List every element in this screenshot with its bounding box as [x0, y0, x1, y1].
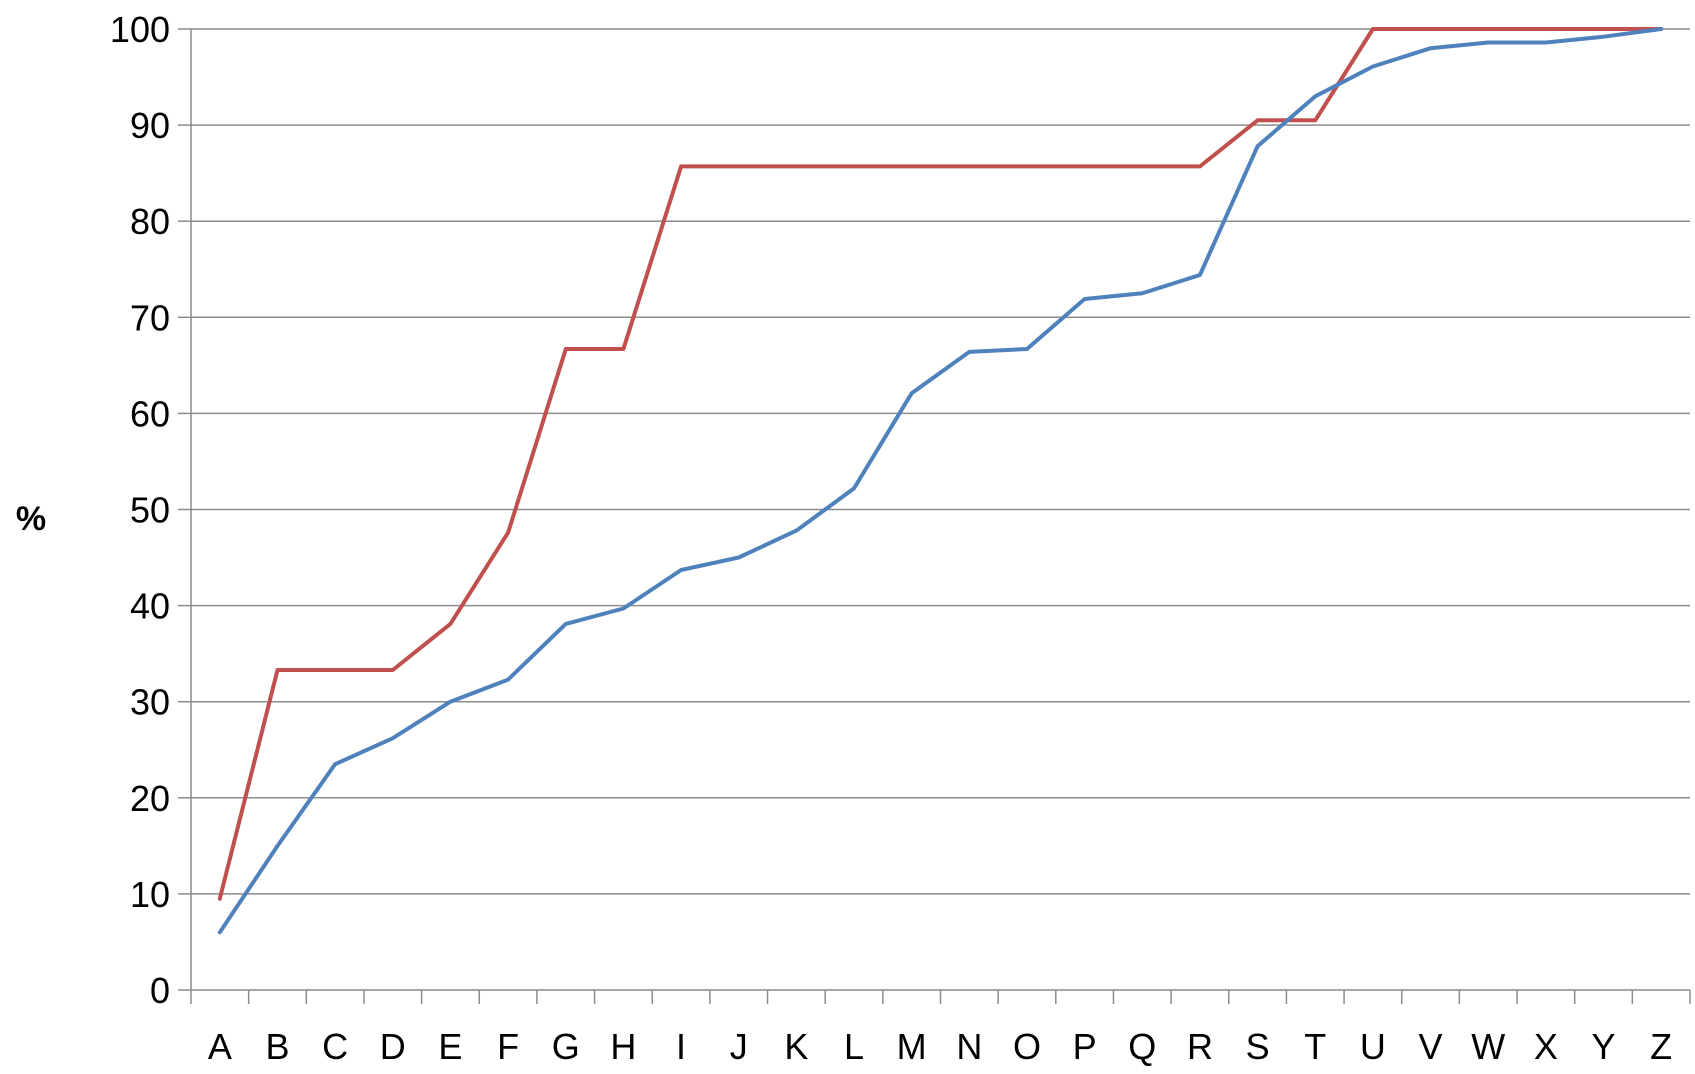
y-tick-label: 40 — [130, 586, 170, 627]
y-tick-label: 60 — [130, 393, 170, 434]
series-line-1 — [217, 27, 1664, 901]
series-line-2 — [217, 27, 1664, 935]
x-tick-label: T — [1304, 1026, 1326, 1067]
y-tick-labels: 0 10 20 30 40 50 60 70 80 90 100 — [110, 9, 170, 1011]
y-tick-label: 20 — [130, 778, 170, 819]
y-tick-label: 70 — [130, 297, 170, 338]
x-tick-label: G — [552, 1026, 580, 1067]
y-tick-label: 0 — [150, 970, 170, 1011]
x-tick-label: Q — [1128, 1026, 1156, 1067]
x-tick-label: F — [497, 1026, 519, 1067]
x-tick-label: X — [1534, 1026, 1558, 1067]
x-tick-label: A — [208, 1026, 232, 1067]
y-tick-label: 30 — [130, 682, 170, 723]
x-tick-label: J — [730, 1026, 748, 1067]
x-tick-label: B — [265, 1026, 289, 1067]
y-tick-label: 80 — [130, 201, 170, 242]
x-tick-label: Y — [1592, 1026, 1616, 1067]
x-tick-label: M — [897, 1026, 927, 1067]
axes — [178, 28, 1691, 1004]
x-tick-label: Z — [1650, 1026, 1672, 1067]
x-tick-label: L — [844, 1026, 864, 1067]
x-tick-label: I — [676, 1026, 686, 1067]
x-tick-label: N — [956, 1026, 982, 1067]
x-tick-label: R — [1187, 1026, 1213, 1067]
x-tick-label: K — [784, 1026, 808, 1067]
x-tick-label: D — [380, 1026, 406, 1067]
y-tick-label: 10 — [130, 874, 170, 915]
x-tick-label: P — [1073, 1026, 1097, 1067]
x-tick-label: E — [438, 1026, 462, 1067]
y-tick-label: 100 — [110, 9, 170, 50]
x-tick-label: S — [1246, 1026, 1270, 1067]
x-tick-label: V — [1419, 1026, 1443, 1067]
gridlines — [191, 28, 1690, 895]
x-tick-label: H — [610, 1026, 636, 1067]
x-tick-label: U — [1360, 1026, 1386, 1067]
x-tick-label: O — [1013, 1026, 1041, 1067]
y-tick-label: 90 — [130, 105, 170, 146]
x-tick-label: C — [322, 1026, 348, 1067]
x-tick-label: W — [1471, 1026, 1505, 1067]
series-lines — [217, 27, 1664, 935]
y-tick-label: 50 — [130, 490, 170, 531]
y-axis-title: % — [16, 500, 46, 538]
